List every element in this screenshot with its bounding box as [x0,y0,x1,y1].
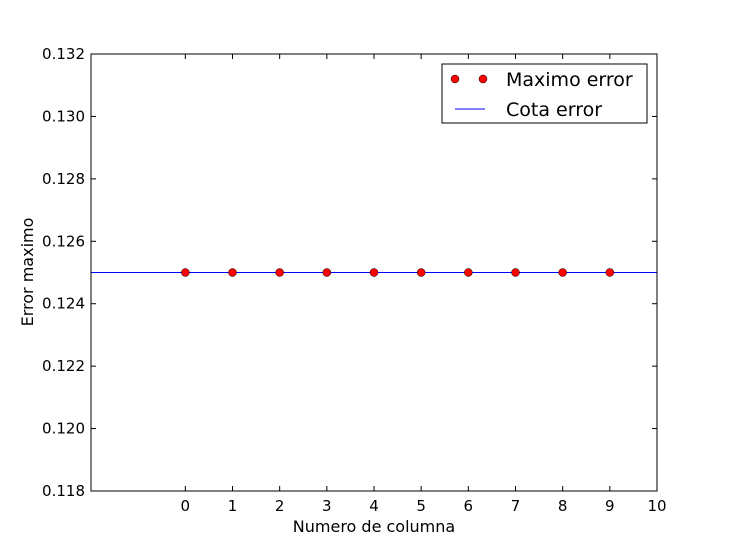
x-tick-label-3: 3 [322,497,332,515]
y-tick-label-6: 0.130 [42,107,85,125]
legend-label-maximo-error: Maximo error [506,69,633,91]
y-tick-label-3: 0.124 [42,295,85,313]
data-point-4 [369,268,379,277]
x-axis-ticks: 0 1 2 3 4 5 6 7 8 9 10 [181,54,667,515]
x-tick-label-5: 5 [416,497,426,515]
data-point-2 [275,268,284,277]
x-tick-label-1: 1 [228,497,238,515]
data-point-3 [322,268,332,277]
y-tick-label-1: 0.120 [42,420,85,438]
x-tick-label-6: 6 [464,497,474,515]
y-tick-label-0: 0.118 [42,482,85,500]
x-axis-label: Numero de columna [293,517,455,536]
legend-label-cota-error: Cota error [506,99,602,121]
y-axis-label: Error maximo [18,218,37,327]
x-tick-label-9: 9 [605,497,615,515]
y-tick-label-5: 0.128 [42,170,85,188]
legend: Maximo error Cota error [441,63,648,124]
y-axis-ticks: 0.118 0.120 0.122 0.124 0.126 0.128 0.130 0.132 [42,45,657,500]
y-tick-label-7: 0.132 [42,45,85,63]
legend-box [441,63,648,124]
y-tick-label-2: 0.122 [42,357,85,375]
data-point-1 [228,268,237,277]
x-tick-label-10: 10 [647,497,666,515]
x-tick-label-2: 2 [275,497,285,515]
data-point-9 [605,268,615,277]
x-tick-label-8: 8 [558,497,568,515]
x-tick-label-7: 7 [511,497,521,515]
legend-marker-maximo-error-2 [478,74,488,84]
x-tick-label-0: 0 [181,497,191,515]
data-layer [91,268,657,277]
data-point-8 [558,268,567,277]
legend-marker-maximo-error-1 [450,74,460,84]
data-point-5 [416,268,426,277]
data-point-0 [181,268,190,277]
x-tick-label-4: 4 [369,497,379,515]
data-point-6 [464,268,473,277]
data-point-7 [511,268,520,277]
y-tick-label-4: 0.126 [42,232,85,250]
